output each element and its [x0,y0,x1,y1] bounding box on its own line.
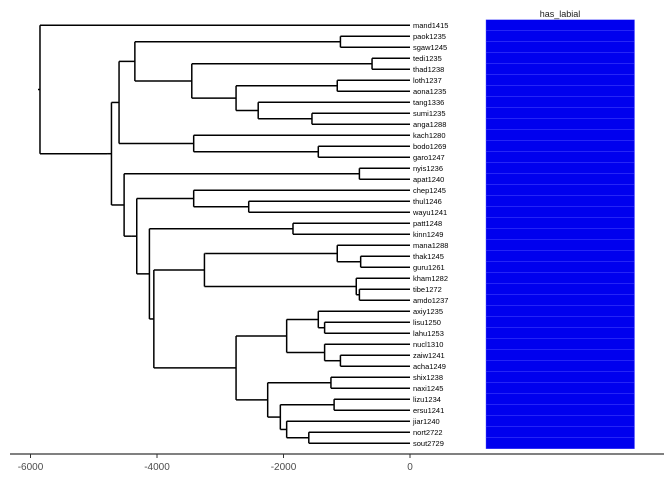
x-tick-label: 0 [407,462,413,473]
heatmap-cell [485,404,635,416]
tip-label: mana1288 [413,241,448,250]
tip-label: sumi1235 [413,109,446,118]
tip-label: acha1249 [413,362,446,371]
tip-label: bodo1269 [413,142,446,151]
tip-label: kach1280 [413,131,446,140]
heatmap-cell [485,151,635,163]
tip-label: thad1238 [413,65,444,74]
tip-label: shix1238 [413,373,443,382]
tip-label: thul1246 [413,197,442,206]
x-axis: -6000 -4000 -2000 0 [10,453,664,473]
heatmap-cell [485,360,635,372]
heatmap-cell [485,85,635,97]
tip-label: mand1415 [413,21,448,30]
tip-label: jiar1240 [412,417,440,426]
heatmap-cell [485,63,635,75]
heatmap-cell [485,371,635,383]
heatmap-cell [485,107,635,119]
tip-label: thak1245 [413,252,444,261]
x-axis-ticks: -6000 -4000 -2000 0 [18,454,413,473]
heatmap-cell [485,140,635,152]
heatmap-cell [485,261,635,273]
heatmap-cell [485,96,635,108]
heatmap-cell [485,426,635,438]
tip-label: amdo1237 [413,296,448,305]
tip-label: lisu1250 [413,318,441,327]
heatmap-cell [485,41,635,53]
tip-label: nyis1236 [413,164,443,173]
tip-label: paok1235 [413,32,446,41]
heatmap-cell [485,162,635,174]
x-tick-label: -4000 [144,462,170,473]
heatmap-cell [485,173,635,185]
heatmap-cell [485,52,635,64]
heatmap-cell [485,349,635,361]
tip-label: tibe1272 [413,285,442,294]
x-tick-label: -2000 [271,462,297,473]
tip-label: anga1288 [413,120,446,129]
heatmap-cell [485,195,635,207]
heatmap-cell [485,316,635,328]
heatmap-cell [485,250,635,262]
tip-label: chep1245 [413,186,446,195]
heatmap-cells [485,19,635,449]
heatmap-cell [485,184,635,196]
tip-label: sout2729 [413,439,444,448]
tip-label: wayu1241 [412,208,447,217]
heatmap-cell [485,415,635,427]
heatmap-cell [485,74,635,86]
tip-label: tang1336 [413,98,444,107]
tip-label: nucl1310 [413,340,443,349]
heatmap-cell [485,272,635,284]
tip-label: ersu1241 [413,406,444,415]
heatmap-cell [485,338,635,350]
tip-label: nort2722 [413,428,443,437]
heatmap-cell [485,305,635,317]
heatmap-panel: has_labial [485,9,635,449]
heatmap-cell [485,327,635,339]
tip-label: patt1248 [413,219,442,228]
tip-labels: mand1415 paok1235 sgaw1245 tedi1235 thad1238… [412,21,448,448]
tip-label: kinn1249 [413,230,443,239]
tip-label: apat1240 [413,175,444,184]
heatmap-cell [485,129,635,141]
heatmap-cell [485,118,635,130]
heatmap-cell [485,437,635,449]
tip-label: garo1247 [413,153,445,162]
heatmap-cell [485,217,635,229]
heatmap-cell [485,30,635,42]
heatmap-cell [485,283,635,295]
tip-label: tedi1235 [413,54,442,63]
tip-label: zaiw1241 [413,351,445,360]
tip-label: naxi1245 [413,384,443,393]
heatmap-column-title: has_labial [540,9,581,19]
heatmap-cell [485,239,635,251]
tip-label: aona1235 [413,87,446,96]
tip-label: sgaw1245 [413,43,447,52]
tip-label: guru1261 [413,263,445,272]
heatmap-cell [485,382,635,394]
tree-branches [37,24,410,444]
heatmap-cell [485,19,635,31]
tip-label: lizu1234 [413,395,441,404]
tip-label: axiy1235 [413,307,443,316]
heatmap-cell [485,228,635,240]
tip-label: kham1282 [413,274,448,283]
x-tick-label: -6000 [18,462,44,473]
tip-label: lahu1253 [413,329,444,338]
tip-label: loth1237 [413,76,442,85]
heatmap-cell [485,206,635,218]
heatmap-cell [485,294,635,306]
heatmap-cell [485,393,635,405]
